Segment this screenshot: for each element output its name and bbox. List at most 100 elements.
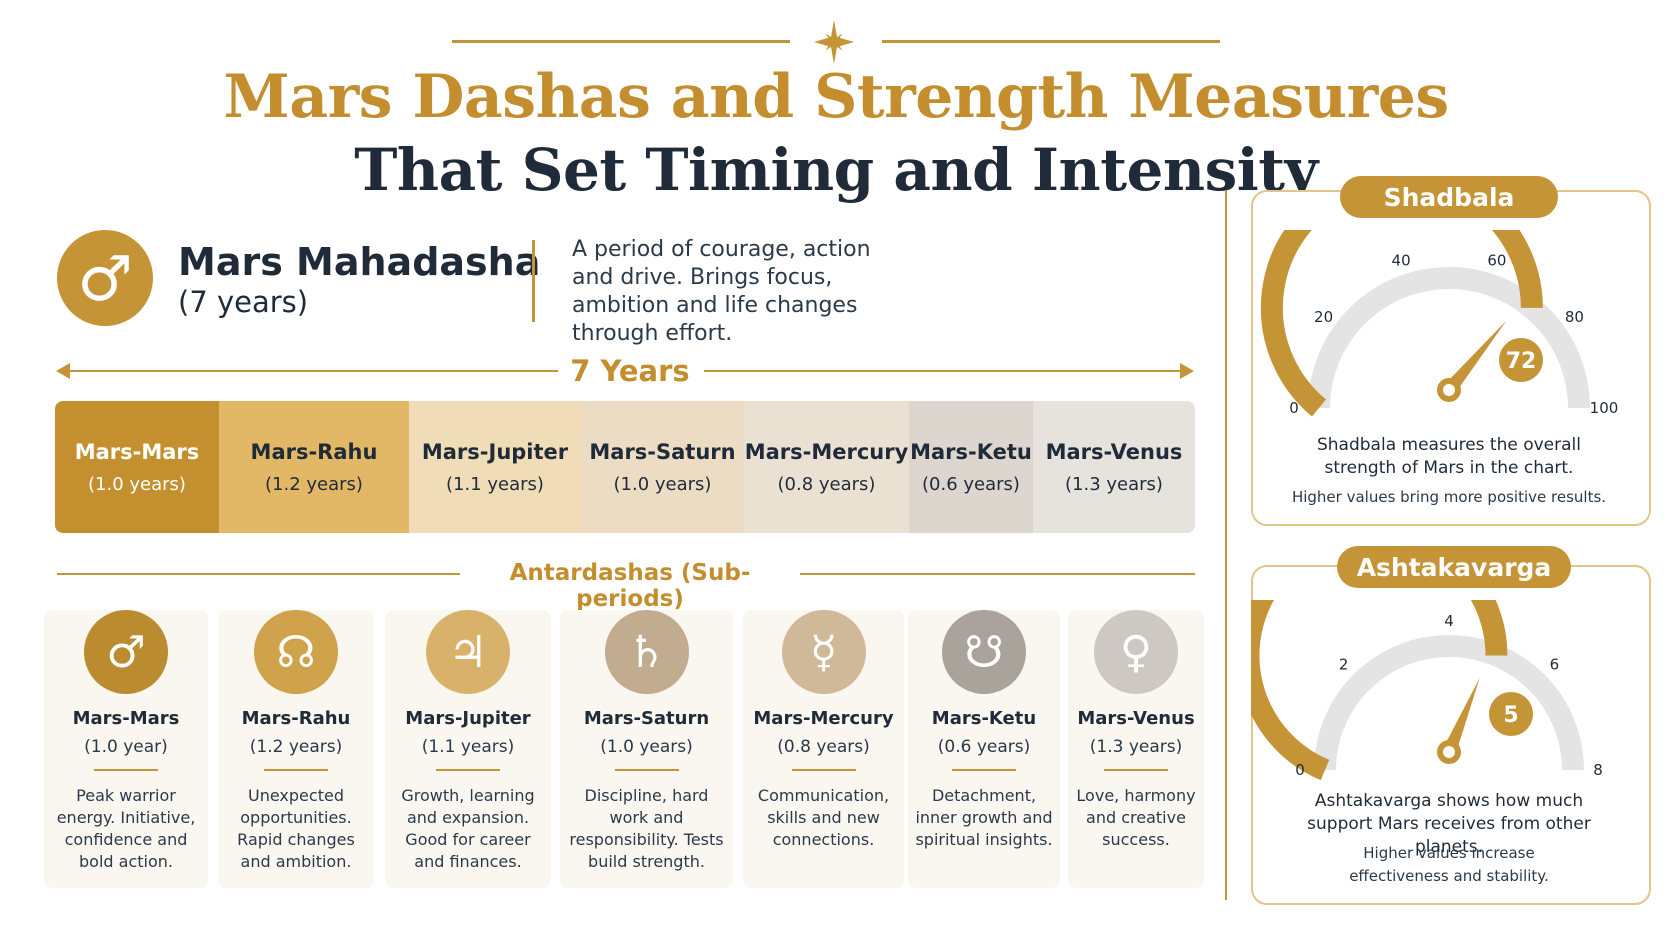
period-years: (1.0 years)	[613, 473, 712, 495]
shadbala-tick-label: 80	[1565, 308, 1584, 326]
card-description: Discipline, hard work and responsibility…	[569, 786, 724, 871]
card-description: Peak warrior energy. Initiative, confide…	[56, 786, 196, 871]
shadbala-value-badge	[1499, 338, 1543, 382]
card-years: (0.6 years)	[937, 737, 1031, 757]
antardashas-rule-left	[57, 573, 460, 575]
period-name: Mars-Mars	[74, 439, 200, 464]
antardasha-card: ☿ Mars-Mercury (0.8 years) Communication, s…	[743, 610, 904, 888]
period-name: Mars-Jupiter	[421, 439, 569, 464]
period-years: (1.3 years)	[1065, 473, 1163, 495]
period-years: (0.8 years)	[777, 473, 876, 495]
period-name: Mars-Saturn	[589, 439, 736, 464]
card-name: Mars-Venus	[1077, 708, 1195, 729]
period-name: Mars-Venus	[1045, 439, 1183, 464]
antardashas-label: Antardashas (Sub-periods)	[509, 560, 751, 612]
antardasha-card: ☋ Mars-Ketu (0.6 years) Detachment, inner g…	[908, 610, 1060, 888]
shadbala-tick-label: 40	[1392, 252, 1411, 270]
card-years: (1.1 years)	[421, 737, 515, 757]
card-description: Communication, skills and new connection…	[757, 786, 890, 849]
card-description: Love, harmony and creative success.	[1076, 786, 1196, 849]
antardashas-rule-right	[800, 573, 1195, 575]
mahadasha-divider	[532, 240, 535, 322]
ashtakavarga-needle	[1442, 678, 1480, 755]
period-segment: Mars-Ketu (0.6 years)	[909, 401, 1033, 533]
period-years: (1.2 years)	[265, 473, 363, 495]
page-title: Mars Dashas and Strength Measures	[223, 62, 1449, 132]
shadbala-gauge-track	[1308, 267, 1590, 409]
ashtakavarga-gauge: 0 2 4 6 8 5	[1251, 600, 1603, 780]
mars-symbol-icon: ♂	[57, 230, 153, 326]
mahadasha-description: A period of courage, action and drive. B…	[572, 237, 871, 346]
shadbala-value-label: 72	[1506, 349, 1537, 374]
ashtakavarga-gauge-fill	[1251, 600, 1508, 780]
card-years: (1.0 years)	[600, 737, 693, 757]
period-segment: Mars-Mars (1.0 years)	[55, 401, 219, 533]
card-name: Mars-Mars	[72, 708, 180, 729]
card-underline	[94, 769, 158, 771]
arrow-right-icon	[1180, 363, 1194, 379]
ashtakavarga-tick-label: 8	[1593, 761, 1603, 779]
card-name: Mars-Saturn	[583, 708, 710, 729]
period-name: Mars-Ketu	[910, 439, 1032, 464]
card-description: Detachment, inner growth and spiritual i…	[915, 786, 1053, 849]
ashtakavarga-tick-label: 2	[1339, 656, 1349, 674]
card-underline	[264, 769, 328, 771]
card-name: Mars-Ketu	[931, 708, 1037, 729]
arrow-left-icon	[56, 363, 70, 379]
ashtakavarga-tick-label: 4	[1444, 612, 1454, 630]
rahu-symbol-icon: ☊	[254, 610, 338, 694]
card-underline	[952, 769, 1016, 771]
ashtakavarga-tick-label: 0	[1295, 761, 1305, 779]
jupiter-symbol-icon: ♃	[426, 610, 510, 694]
shadbala-description: Shadbala measures the overall strength o…	[1316, 435, 1581, 478]
span-line-right	[704, 370, 1182, 372]
antardasha-card: ♃ Mars-Jupiter (1.1 years) Growth, learning…	[385, 610, 551, 888]
card-years: (1.3 years)	[1089, 737, 1183, 757]
card-underline	[436, 769, 500, 771]
vertical-divider	[1225, 190, 1227, 900]
shadbala-needle-hub-center	[1443, 384, 1455, 396]
mahadasha-title: Mars Mahadasha	[178, 240, 541, 284]
card-name: Mars-Rahu	[241, 708, 351, 729]
antardasha-card: ♀ Mars-Venus (1.3 years) Love, harmony and …	[1068, 610, 1204, 888]
antardasha-card: ♂ Mars-Mars (1.0 year) Peak warrior energy.…	[44, 610, 208, 888]
card-description: Growth, learning and expansion. Good for…	[401, 786, 535, 871]
period-name: Mars-Rahu	[250, 439, 378, 464]
shadbala-title: Shadbala	[1340, 176, 1558, 218]
card-name: Mars-Jupiter	[405, 708, 531, 729]
card-description: Unexpected opportunities. Rapid changes …	[237, 786, 355, 871]
shadbala-gauge-fill	[1260, 230, 1543, 417]
card-years: (1.0 year)	[84, 737, 168, 757]
period-segment: Mars-Rahu (1.2 years)	[219, 401, 409, 533]
venus-symbol-icon: ♀	[1094, 610, 1178, 694]
ashtakavarga-note: Higher values increase effectiveness and…	[1349, 844, 1549, 885]
ashtakavarga-needle-hub-center	[1443, 746, 1455, 758]
ashtakavarga-title: Ashtakavarga	[1337, 546, 1571, 588]
mercury-symbol-icon: ☿	[781, 610, 866, 694]
ashtakavarga-gauge-track	[1314, 635, 1584, 771]
mars-symbol-icon: ♂	[84, 610, 168, 694]
ashtakavarga-value-label: 5	[1503, 703, 1518, 728]
span-line-left	[66, 370, 558, 372]
period-years: (1.1 years)	[446, 473, 544, 495]
shadbala-tick-label: 0	[1289, 399, 1299, 417]
header-rule-right	[882, 40, 1220, 43]
period-segment: Mars-Mercury (0.8 years)	[744, 401, 909, 533]
period-years: (1.0 years)	[88, 473, 186, 495]
card-name: Mars-Mercury	[753, 708, 894, 729]
header-rule-left	[452, 40, 790, 43]
card-underline	[1104, 769, 1168, 771]
shadbala-note: Higher values bring more positive result…	[1291, 488, 1607, 506]
ashtakavarga-tick-label: 6	[1550, 656, 1560, 674]
period-bar: Mars-Mars (1.0 years) Mars-Rahu (1.2 years…	[55, 401, 1195, 533]
period-name: Mars-Mercury	[744, 439, 909, 464]
card-years: (0.8 years)	[777, 737, 870, 757]
page-subtitle: That Set Timing and Intensity	[354, 136, 1318, 204]
card-underline	[614, 769, 679, 771]
period-years: (0.6 years)	[922, 473, 1020, 495]
period-segment: Mars-Saturn (1.0 years)	[581, 401, 744, 533]
shadbala-tick-label: 60	[1487, 252, 1506, 270]
period-segment: Mars-Jupiter (1.1 years)	[409, 401, 581, 533]
shadbala-tick-label: 20	[1314, 308, 1333, 326]
ashtakavarga-value-badge	[1489, 692, 1533, 736]
